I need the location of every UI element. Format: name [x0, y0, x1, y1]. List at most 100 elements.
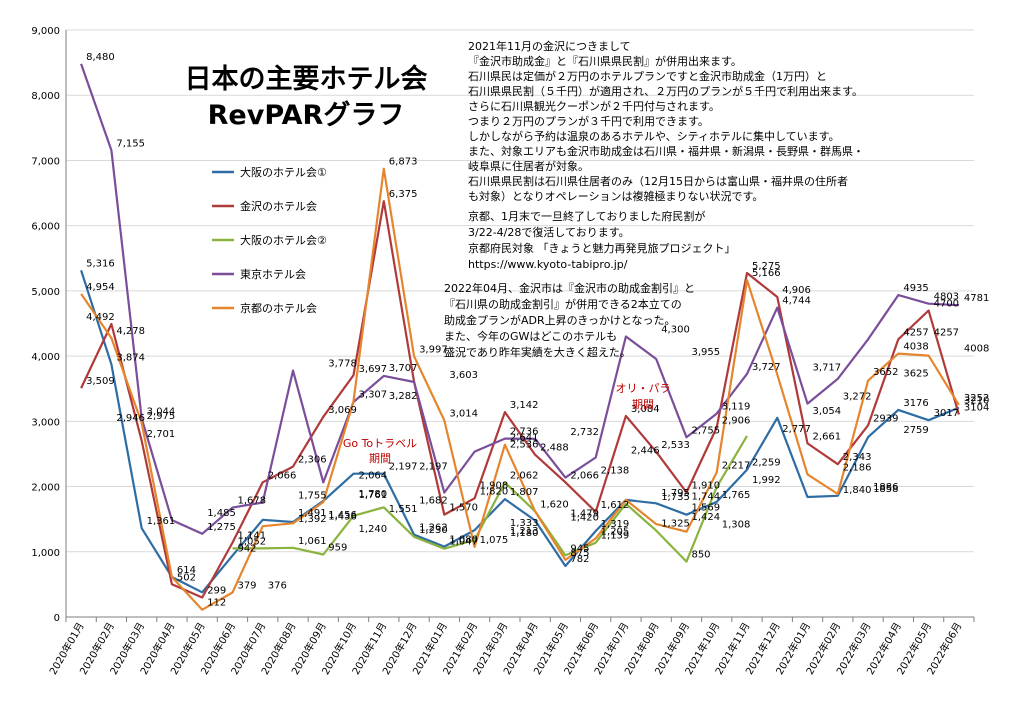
data-label: 4935: [903, 283, 928, 294]
series-lines: [80, 63, 960, 611]
data-label: 5,316: [86, 258, 115, 269]
data-label: 2,066: [268, 470, 297, 481]
legend-entry: 金沢のホテル会: [240, 199, 317, 213]
y-tick-label: 7,000: [31, 156, 60, 167]
data-label: 1,485: [207, 508, 236, 519]
data-label: 1,479: [570, 509, 599, 520]
april-note-line: 盛況であり昨年実績を大きく超えた。: [444, 345, 631, 359]
data-label: 1858: [873, 484, 898, 495]
kyoto-note-line: 3/22-4/28で復活しております。: [468, 226, 630, 239]
data-label: 3,119: [722, 402, 751, 413]
data-label: 782: [570, 554, 589, 565]
data-label: 502: [177, 572, 196, 583]
data-label: 945: [570, 543, 589, 554]
kyoto-note-line: https://www.kyoto-tabipro.jp/: [468, 258, 628, 271]
data-label: 2,536: [510, 440, 539, 451]
kanazawa-note-line: つまり２万円のプランが３千円で利用できます。: [468, 114, 709, 128]
data-label: 1,424: [691, 512, 720, 523]
y-tick-label: 3,000: [31, 417, 60, 428]
data-label: 3,084: [631, 404, 660, 415]
data-label: 2759: [903, 425, 928, 436]
data-label: 4,954: [86, 282, 115, 293]
data-label: 4,492: [86, 312, 115, 323]
data-label: 3,044: [147, 406, 176, 417]
series-line: [232, 435, 748, 563]
chart-title-line-1: 日本の主要ホテル会: [185, 64, 428, 95]
data-label: 1,761: [359, 490, 388, 501]
data-label: 2,197: [419, 462, 448, 473]
kyoto-note: 京都、1月末で一旦終了しておりました府民割が 3/22-4/28で復活しておりま…: [468, 209, 736, 271]
data-label: 1,620: [540, 499, 569, 510]
data-label: 1,275: [207, 522, 236, 533]
data-label: 1,765: [722, 490, 751, 501]
data-label: 2,062: [510, 471, 539, 482]
data-label: 2,736: [510, 427, 539, 438]
data-label: 2,259: [752, 458, 781, 469]
data-label: 1,820: [480, 486, 509, 497]
kanazawa-note-line: さらに石川県観光クーポンが２千円付与されます。: [468, 99, 720, 113]
data-label: 3625: [903, 369, 928, 380]
data-label: 3,054: [813, 406, 842, 417]
data-label: 1,436: [328, 511, 357, 522]
data-label: 299: [207, 585, 226, 596]
kanazawa-note-line: 石川県県民割は石川県住居者のみ（12月15日からは富山県・福井県の住所者: [468, 174, 848, 188]
data-label: 3,727: [752, 362, 781, 373]
data-label: 1,612: [601, 500, 630, 511]
data-label: 1,180: [510, 528, 539, 539]
data-label: 959: [328, 542, 347, 553]
series-line: [80, 63, 959, 535]
data-label: 1,491: [298, 508, 327, 519]
data-label: 3,014: [449, 408, 478, 419]
legend-entry: 東京ホテル会: [240, 267, 306, 281]
data-label: 2,217: [722, 460, 751, 471]
y-tick-label: 8,000: [31, 91, 60, 102]
kanazawa-note-line: 2021年11月の金沢につきまして: [468, 39, 631, 53]
data-label: 875: [570, 548, 589, 559]
legend-entry: 大阪のホテル会①: [240, 165, 327, 179]
data-label: 3,955: [691, 347, 720, 358]
data-label: 1,052: [237, 536, 266, 547]
data-label: 4038: [903, 342, 928, 353]
data-label: 4008: [964, 344, 989, 355]
gridlines: [66, 29, 974, 618]
y-tick-label: 6,000: [31, 222, 60, 233]
data-label: 1,061: [298, 536, 327, 547]
data-label: 1,678: [237, 496, 266, 507]
data-label: 1,240: [359, 524, 388, 535]
data-label: 4781: [964, 293, 989, 304]
data-label: 1,755: [298, 491, 327, 502]
olympic-label-line: 期間: [632, 398, 654, 411]
y-tick-label: 1,000: [31, 548, 60, 559]
data-label: 2,641: [510, 433, 539, 444]
olympic-label-line: オリ・パラ: [616, 382, 671, 395]
data-label: 2,488: [540, 443, 569, 454]
data-label: 850: [691, 550, 710, 561]
data-label: 3210: [964, 396, 989, 407]
april-note-line: 助成金プランがADR上昇のきっかけとなった。: [444, 313, 676, 327]
april-note-line: 2022年04月、金沢市は『金沢市の助成金割引』と: [444, 281, 695, 295]
april-note-line: また、今年のGWはどこのホテルも: [444, 329, 617, 343]
data-label: 2,066: [570, 470, 599, 481]
data-label: 4257: [934, 327, 959, 338]
data-label: 1,205: [601, 526, 630, 537]
data-label: 3017: [934, 408, 959, 419]
data-label: 2,306: [298, 455, 327, 466]
goto-label-line: 期間: [369, 452, 391, 465]
data-label: 112: [207, 598, 226, 609]
data-label: 1,047: [449, 537, 478, 548]
data-label: 614: [177, 565, 196, 576]
legend-entry: 京都のホテル会: [240, 301, 317, 315]
data-label: 379: [237, 580, 256, 591]
april-note-line: 『石川県の助成金割引』が併用できる2本立ての: [444, 297, 682, 311]
legend-entry: 大阪のホテル会②: [240, 233, 327, 247]
kanazawa-note-line: 石川県県民割（５千円）が適用され、２万円のプランが５千円で利用出来ます。: [468, 84, 863, 98]
data-label: 1,569: [691, 503, 720, 514]
data-label: 2939: [873, 413, 898, 424]
data-label: 3,307: [359, 389, 388, 400]
data-label: 1,570: [449, 503, 478, 514]
data-label: 2,533: [661, 440, 690, 451]
data-label: 3,509: [86, 376, 115, 387]
goto-label-line: Go Toトラベル: [343, 437, 417, 450]
data-label: 1,735: [661, 492, 690, 503]
data-label: 1,551: [389, 504, 418, 515]
